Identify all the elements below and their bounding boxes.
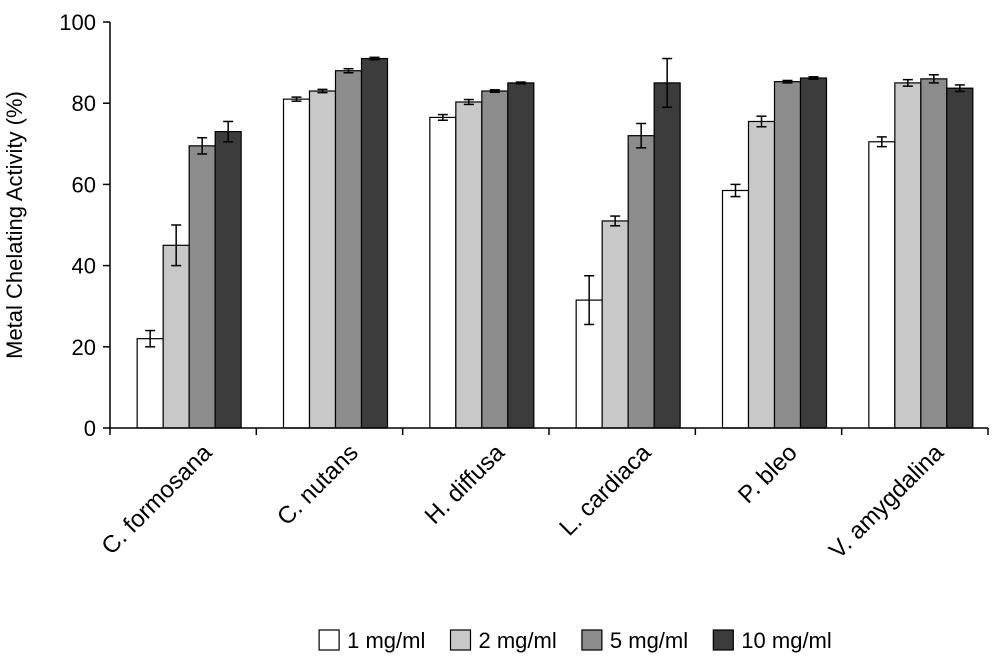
legend: 1 mg/ml 2 mg/ml 5 mg/ml 10 mg/ml [318, 628, 832, 653]
legend-swatch-1 [449, 629, 472, 651]
bar-0-2 [188, 145, 216, 429]
bar-4-0 [721, 189, 750, 429]
y-tick-label-0: 0 [84, 416, 96, 441]
bar-5-0 [868, 141, 896, 429]
bar-1-1 [308, 90, 337, 429]
x-category-label-2: H. diffusa [420, 439, 511, 530]
legend-swatch-3 [712, 629, 734, 651]
x-category-label-5: V. amygdalina [824, 439, 950, 565]
y-tick-label-40: 40 [72, 254, 96, 279]
legend-label-2: 5 mg/ml [610, 628, 688, 653]
bar-3-1 [601, 220, 629, 429]
x-category-label-0: C. formosana [96, 439, 217, 560]
x-category-label-4: P. bleo [733, 439, 803, 509]
bar-2-0 [429, 116, 457, 429]
bar-5-1 [894, 82, 922, 429]
x-category-label-3: L. cardiaca [554, 439, 657, 542]
bar-1-2 [334, 70, 363, 429]
y-tick-label-20: 20 [72, 335, 96, 360]
y-tick-label-100: 100 [59, 10, 96, 35]
bar-0-0 [136, 338, 164, 429]
y-tick-label-80: 80 [72, 91, 96, 116]
bar-2-3 [507, 82, 535, 429]
x-category-label-1: C. nutans [272, 439, 364, 531]
legend-label-3: 10 mg/ml [741, 628, 831, 653]
legend-label-1: 2 mg/ml [479, 628, 557, 653]
legend-swatch-0 [318, 629, 340, 651]
bar-5-2 [920, 78, 948, 429]
plot-area [136, 56, 974, 429]
legend-swatch-2 [581, 629, 603, 651]
bar-0-3 [214, 131, 242, 429]
bar-3-2 [627, 135, 655, 429]
bar-2-2 [481, 90, 509, 429]
legend-label-0: 1 mg/ml [347, 628, 425, 653]
bar-4-3 [799, 77, 828, 429]
bar-2-1 [455, 101, 483, 429]
bar-4-2 [773, 81, 802, 429]
bar-3-3 [653, 82, 681, 429]
bar-5-3 [946, 87, 974, 429]
bar-4-1 [747, 120, 776, 429]
bar-0-1 [162, 244, 190, 429]
bar-1-3 [360, 57, 389, 429]
y-axis-title: Metal Chelating Activity (%) [2, 91, 27, 359]
y-tick-label-60: 60 [72, 172, 96, 197]
bar-1-0 [282, 98, 311, 429]
